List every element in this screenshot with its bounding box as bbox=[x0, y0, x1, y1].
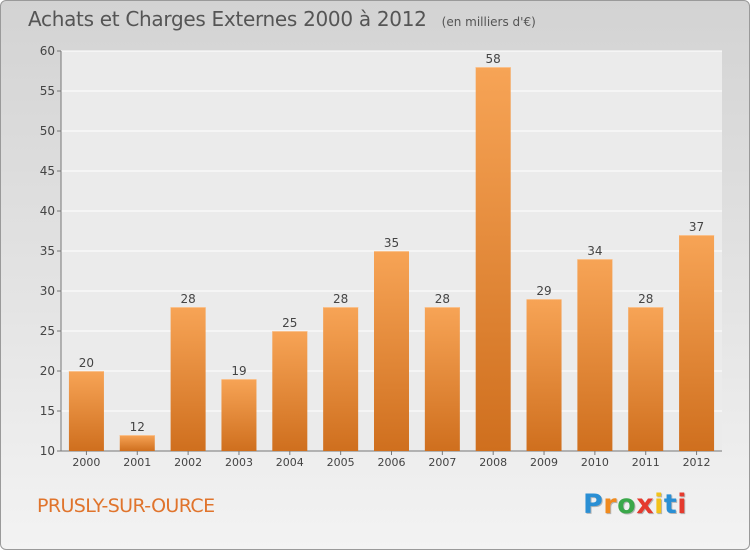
bar bbox=[323, 307, 359, 451]
data-label: 12 bbox=[130, 420, 145, 434]
y-tick-label: 60 bbox=[40, 44, 55, 58]
x-tick-label: 2004 bbox=[276, 456, 304, 469]
data-label: 28 bbox=[333, 292, 348, 306]
data-label: 20 bbox=[79, 356, 94, 370]
x-tick-label: 2001 bbox=[123, 456, 151, 469]
bar bbox=[577, 259, 613, 451]
x-tick-label: 2008 bbox=[479, 456, 507, 469]
bar bbox=[119, 435, 155, 451]
x-tick-label: 2009 bbox=[530, 456, 558, 469]
data-label: 28 bbox=[180, 292, 195, 306]
bar bbox=[272, 331, 308, 451]
commune-name: PRUSLY-SUR-OURCE bbox=[37, 495, 215, 517]
logo-letter: t bbox=[663, 489, 678, 520]
chart-title: Achats et Charges Externes 2000 à 2012 bbox=[28, 7, 427, 31]
bar bbox=[374, 251, 409, 451]
bar bbox=[68, 371, 104, 451]
data-label: 29 bbox=[536, 284, 551, 298]
bar bbox=[679, 235, 715, 451]
logo-letter: P bbox=[583, 489, 604, 520]
x-tick-label: 2006 bbox=[378, 456, 406, 469]
data-label: 19 bbox=[231, 364, 246, 378]
y-tick-label: 25 bbox=[40, 324, 55, 338]
y-tick-label: 20 bbox=[40, 364, 55, 378]
y-tick-label: 45 bbox=[40, 164, 55, 178]
x-tick-label: 2002 bbox=[174, 456, 202, 469]
x-tick-label: 2003 bbox=[225, 456, 253, 469]
x-tick-label: 2011 bbox=[632, 456, 660, 469]
y-tick-label: 15 bbox=[40, 404, 55, 418]
chart-unit: (en milliers d'€) bbox=[441, 15, 536, 29]
data-label: 58 bbox=[486, 52, 501, 66]
x-tick-label: 2007 bbox=[428, 456, 456, 469]
y-tick-label: 10 bbox=[40, 444, 55, 458]
data-label: 35 bbox=[384, 236, 399, 250]
y-tick-label: 50 bbox=[40, 124, 55, 138]
logo-letter: i bbox=[654, 489, 664, 520]
data-label: 28 bbox=[435, 292, 450, 306]
logo-letter: r bbox=[603, 489, 618, 520]
proxiti-logo: Proxiti bbox=[583, 489, 687, 520]
bar bbox=[170, 307, 206, 451]
y-tick-label: 35 bbox=[40, 244, 55, 258]
x-tick-label: 2012 bbox=[683, 456, 711, 469]
y-tick-label: 40 bbox=[40, 204, 55, 218]
logo-letter: o bbox=[617, 489, 637, 520]
bar bbox=[221, 379, 257, 451]
data-label: 25 bbox=[282, 316, 297, 330]
bar bbox=[424, 307, 460, 451]
chart-header: Achats et Charges Externes 2000 à 2012 (… bbox=[28, 7, 536, 31]
logo-letter: i bbox=[677, 489, 688, 520]
data-label: 28 bbox=[638, 292, 653, 306]
x-tick-label: 2000 bbox=[72, 456, 100, 469]
bar bbox=[475, 67, 511, 451]
y-tick-label: 55 bbox=[40, 84, 55, 98]
data-label: 34 bbox=[587, 244, 602, 258]
bar bbox=[628, 307, 664, 451]
x-tick-label: 2005 bbox=[327, 456, 355, 469]
y-tick-label: 30 bbox=[40, 284, 55, 298]
x-tick-label: 2010 bbox=[581, 456, 609, 469]
logo-letter: x bbox=[636, 489, 655, 520]
data-label: 37 bbox=[689, 220, 704, 234]
bar bbox=[526, 299, 562, 451]
